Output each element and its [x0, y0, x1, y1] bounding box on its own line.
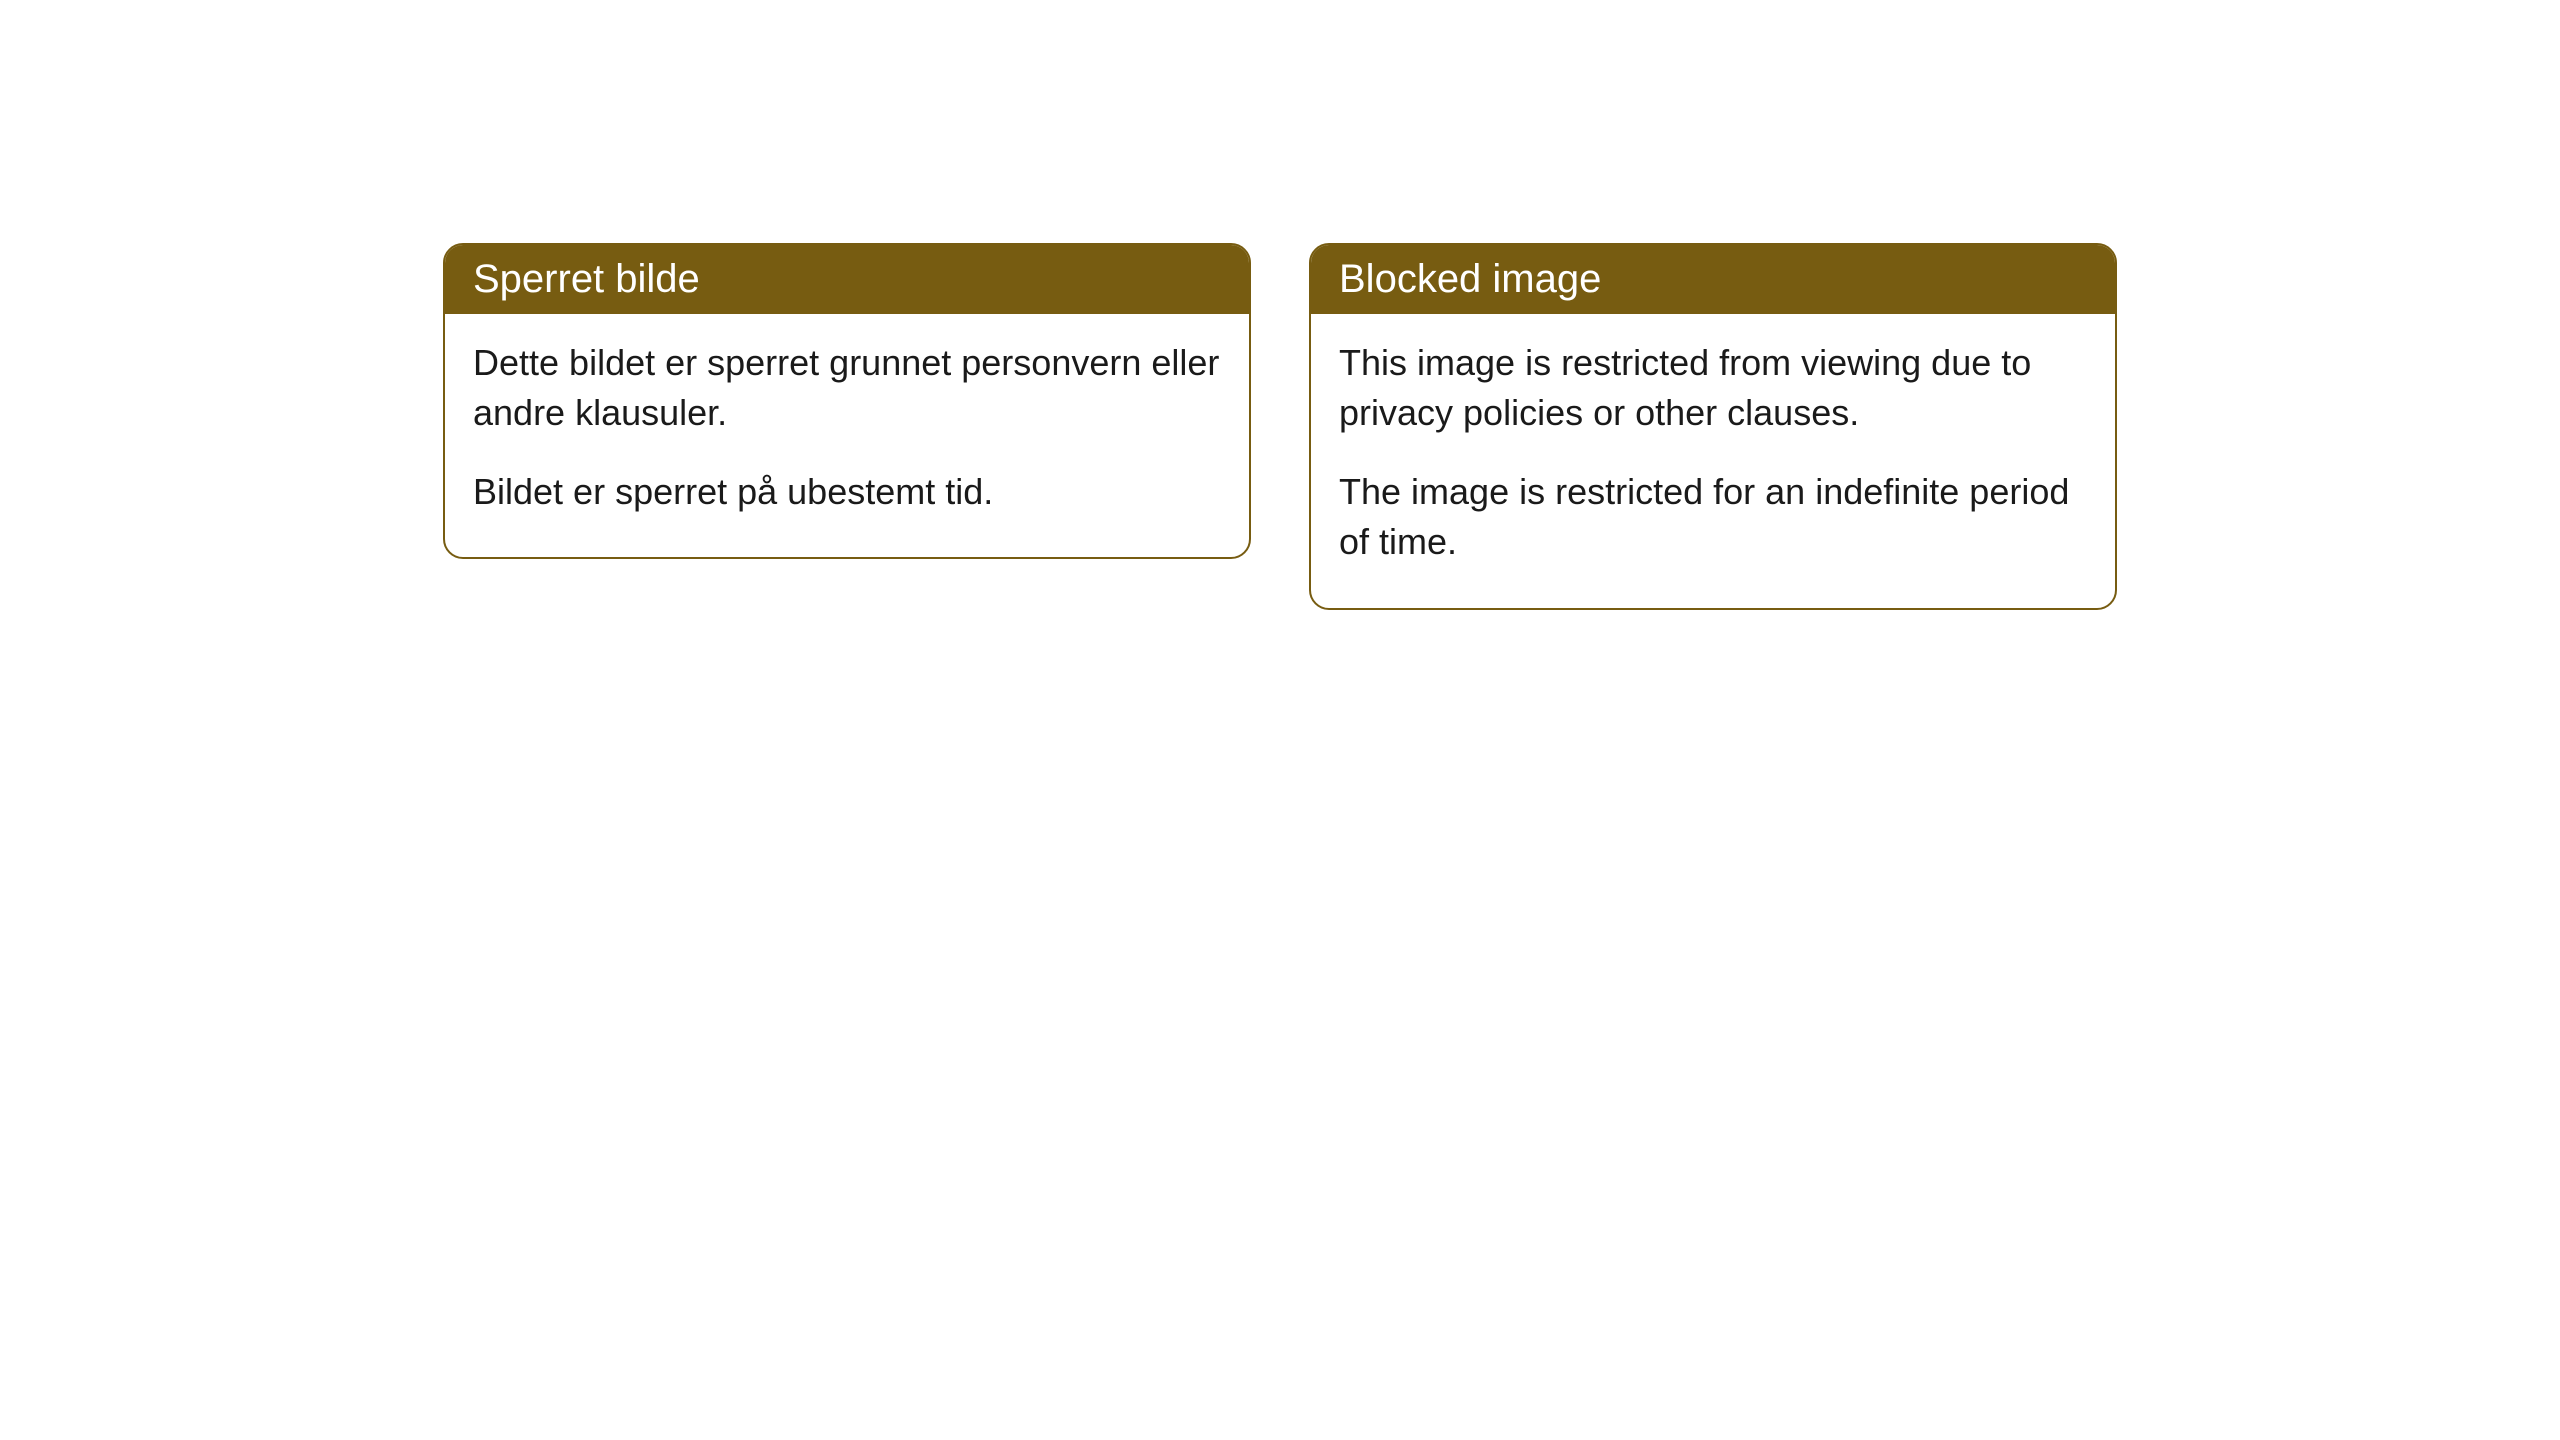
- card-paragraph-1: Dette bildet er sperret grunnet personve…: [473, 338, 1221, 439]
- cards-container: Sperret bilde Dette bildet er sperret gr…: [443, 243, 2117, 1440]
- card-paragraph-2: The image is restricted for an indefinit…: [1339, 467, 2087, 568]
- blocked-image-card-norwegian: Sperret bilde Dette bildet er sperret gr…: [443, 243, 1251, 559]
- card-title: Blocked image: [1339, 257, 1601, 301]
- card-body: This image is restricted from viewing du…: [1311, 314, 2115, 608]
- card-paragraph-1: This image is restricted from viewing du…: [1339, 338, 2087, 439]
- card-header: Blocked image: [1311, 245, 2115, 314]
- card-body: Dette bildet er sperret grunnet personve…: [445, 314, 1249, 557]
- card-paragraph-2: Bildet er sperret på ubestemt tid.: [473, 467, 1221, 517]
- card-title: Sperret bilde: [473, 257, 700, 301]
- blocked-image-card-english: Blocked image This image is restricted f…: [1309, 243, 2117, 610]
- card-header: Sperret bilde: [445, 245, 1249, 314]
